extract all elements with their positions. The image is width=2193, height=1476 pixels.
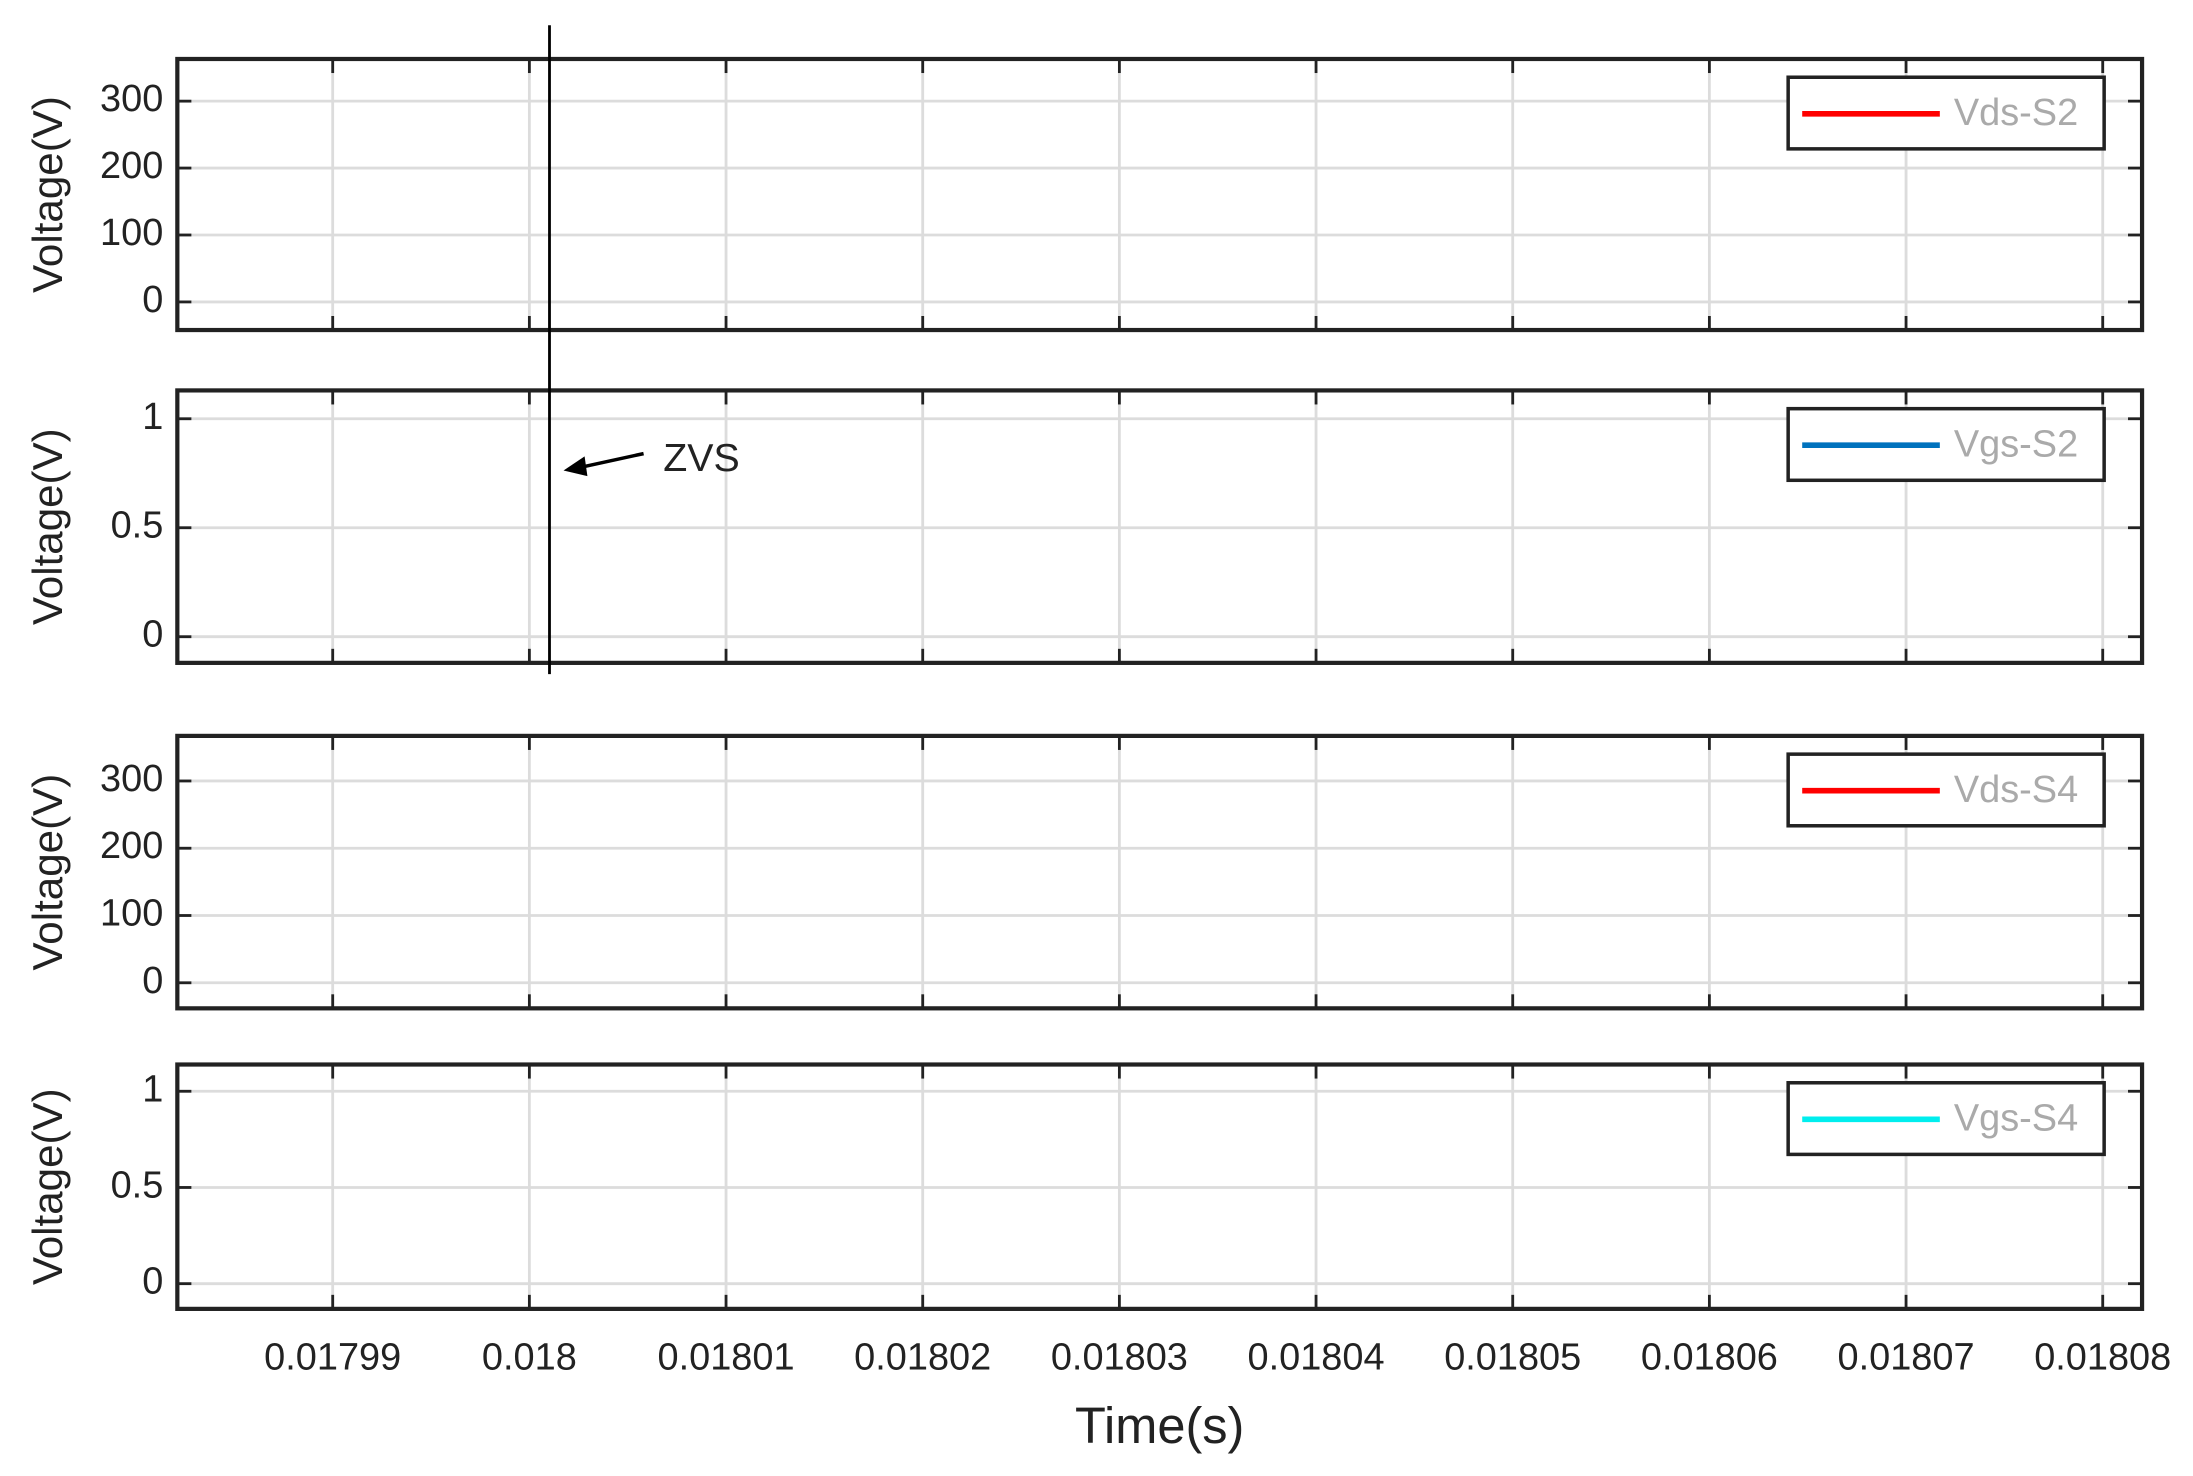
legend-label: Vgs-S2 bbox=[1954, 424, 2078, 466]
y-tick-label: 1 bbox=[142, 396, 163, 438]
y-tick-label: 100 bbox=[100, 893, 163, 935]
x-tick-label: 0.01806 bbox=[1641, 1336, 1778, 1378]
y-axis-label: Voltage(V) bbox=[24, 1088, 71, 1285]
y-tick-label: 300 bbox=[100, 78, 163, 120]
x-tick-label: 0.01805 bbox=[1444, 1336, 1581, 1378]
axes-box bbox=[175, 388, 2145, 665]
y-axis-label: Voltage(V) bbox=[24, 96, 71, 293]
y-tick-label: 0 bbox=[142, 614, 163, 656]
y-axis-label: Voltage(V) bbox=[24, 774, 71, 971]
y-tick-label: 0.5 bbox=[111, 1164, 164, 1206]
y-tick-label: 0.5 bbox=[111, 505, 164, 547]
x-tick-label: 0.01803 bbox=[1051, 1336, 1188, 1378]
x-tick-label: 0.01799 bbox=[264, 1336, 401, 1378]
y-tick-label: 100 bbox=[100, 212, 163, 254]
y-axis-label: Voltage(V) bbox=[24, 428, 71, 625]
annotation-arrow bbox=[578, 451, 644, 470]
axes-box bbox=[175, 56, 2145, 333]
x-tick-label: 0.01808 bbox=[2034, 1336, 2171, 1378]
y-tick-label: 0 bbox=[142, 1261, 163, 1303]
arrow-head bbox=[563, 456, 588, 477]
x-tick-label: 0.01801 bbox=[658, 1336, 795, 1378]
legend-box bbox=[1786, 406, 2106, 483]
x-tick-label: 0.01807 bbox=[1838, 1336, 1975, 1378]
y-tick-label: 200 bbox=[100, 825, 163, 867]
legend-label: Vgs-S4 bbox=[1954, 1098, 2078, 1140]
y-tick-label: 200 bbox=[100, 145, 163, 187]
y-tick-label: 0 bbox=[142, 279, 163, 321]
legend-label: Vds-S4 bbox=[1954, 769, 2078, 811]
y-tick-label: 1 bbox=[142, 1068, 163, 1110]
x-tick-label: 0.01802 bbox=[854, 1336, 991, 1378]
x-axis-label: Time(s) bbox=[1075, 1397, 1244, 1454]
legend-label: Vds-S2 bbox=[1954, 92, 2078, 134]
axes-box bbox=[175, 1062, 2145, 1311]
x-tick-label: 0.01804 bbox=[1248, 1336, 1385, 1378]
y-tick-label: 0 bbox=[142, 960, 163, 1002]
x-tick-label: 0.018 bbox=[482, 1336, 577, 1378]
axes-box bbox=[175, 733, 2145, 1011]
legend-box bbox=[1786, 752, 2106, 828]
annotation: ZVS bbox=[663, 436, 739, 480]
y-tick-label: 300 bbox=[100, 758, 163, 800]
